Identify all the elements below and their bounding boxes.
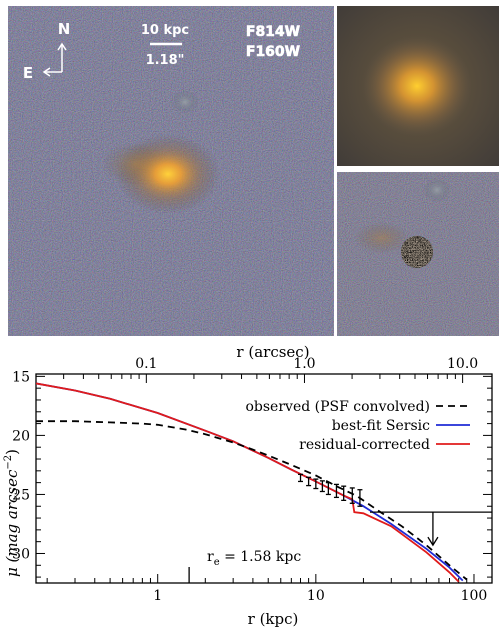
model-galaxy	[362, 36, 472, 136]
model-image-panel	[337, 6, 499, 166]
compass-arrows	[42, 42, 67, 77]
legend-sersic: best-fit Sersic	[332, 418, 430, 434]
surface-brightness-plot: r (arcsec) r (kpc) μ (mag arcsec−2) obse…	[3, 343, 493, 628]
residual-image-panel	[337, 172, 499, 336]
filter-blue-label: F814W	[246, 24, 300, 40]
y-tick-label: 20	[12, 428, 30, 444]
galaxy-image-panel: N E 10 kpc 1.18" F814W F160W	[8, 6, 334, 336]
x-tick-label: 10	[307, 588, 325, 604]
residual-core	[401, 236, 433, 268]
series-line-0	[36, 420, 468, 581]
legend-residual: residual-corrected	[299, 437, 430, 453]
top-tick-label: 10.0	[447, 356, 478, 372]
re-annotation: re = 1.58 kpc	[207, 549, 301, 568]
galaxy-core	[116, 134, 220, 214]
y-tick-label: 30	[12, 546, 30, 562]
residual-tail	[354, 222, 410, 254]
scalebar-arcsec-label: 1.18"	[146, 53, 185, 68]
filter-red-label: F160W	[246, 44, 300, 60]
top-tick-label: 1.0	[293, 356, 315, 372]
plot-frame	[35, 373, 493, 584]
top-axis-label: r (arcsec)	[236, 343, 309, 361]
north-label: N	[58, 20, 71, 38]
top-tick-label: 0.1	[135, 356, 157, 372]
legend-observed: observed (PSF convolved)	[245, 399, 430, 415]
y-tick-label: 15	[12, 369, 30, 385]
residual-blob	[423, 178, 451, 202]
east-label: E	[23, 64, 33, 82]
y-axis-label: μ (mag arcsec−2)	[3, 449, 21, 577]
companion-blob	[171, 90, 199, 114]
limit-arrowhead	[427, 536, 439, 547]
x-tick-label: 100	[461, 588, 488, 604]
y-tick-label: 25	[12, 487, 30, 503]
scalebar-kpc-label: 10 kpc	[141, 23, 189, 38]
x-axis-label: r (kpc)	[248, 610, 299, 628]
x-tick-label: 1	[153, 588, 162, 604]
